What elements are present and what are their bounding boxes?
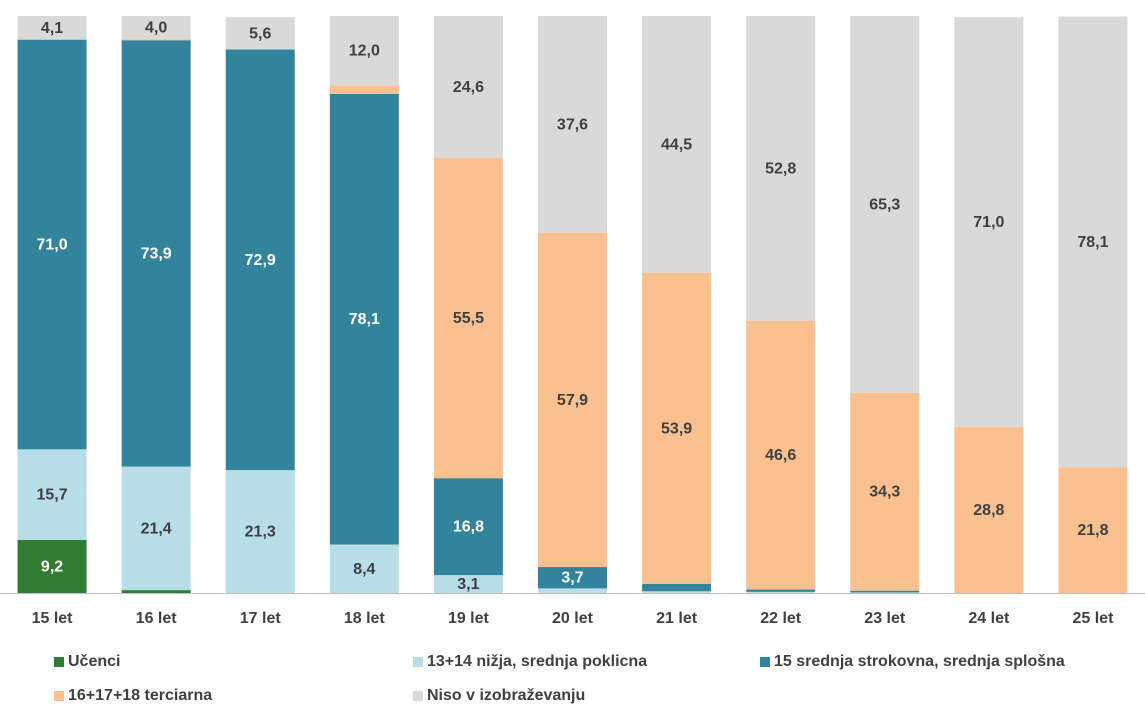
legend-swatch-strokovna xyxy=(760,657,770,667)
x-tick-label: 22 let xyxy=(760,610,802,627)
bar-segment xyxy=(746,589,816,592)
bar-segment xyxy=(17,539,87,593)
data-label: 53,9 xyxy=(661,420,692,437)
x-tick-label: 25 let xyxy=(1072,610,1114,627)
data-label: 34,3 xyxy=(869,484,900,501)
bar-segment xyxy=(642,583,712,592)
data-label: 4,0 xyxy=(145,20,167,37)
data-label: 21,8 xyxy=(1077,522,1108,539)
x-tick-label: 15 let xyxy=(32,610,74,627)
data-label: 72,9 xyxy=(245,252,276,269)
data-label: 57,9 xyxy=(557,392,588,409)
bar-segment xyxy=(850,16,920,393)
x-tick-label: 16 let xyxy=(136,610,178,627)
data-label: 3,7 xyxy=(561,570,583,587)
bar-segment xyxy=(746,591,816,593)
bar-segment xyxy=(17,449,87,540)
bar-segment xyxy=(121,590,191,593)
legend-swatch-terciarna xyxy=(54,691,64,701)
bar-segment xyxy=(17,39,87,450)
legend-label-strokovna: 15 srednja strokovna, srednja splošna xyxy=(774,653,1065,670)
bar-segment xyxy=(850,590,920,593)
bar-segment xyxy=(121,16,191,40)
plot-area: 9,2 15,7 71,0 4,1 15 let 21,4 73,9 4,0 16 let 21,… xyxy=(0,16,1145,627)
bar-segment xyxy=(225,470,295,593)
data-label: 73,9 xyxy=(141,245,172,262)
data-label: 44,5 xyxy=(661,136,692,153)
bar-segment xyxy=(538,232,607,568)
legend-swatch-niso xyxy=(413,691,423,701)
bar-segment xyxy=(121,40,191,467)
data-label: 15,7 xyxy=(36,487,67,504)
bar-segment xyxy=(329,544,399,593)
data-label: 24,6 xyxy=(453,79,484,96)
bar-segment xyxy=(746,16,816,321)
legend-swatch-nizja xyxy=(413,657,423,667)
data-label: 46,6 xyxy=(765,447,796,464)
bar-segment xyxy=(954,17,1024,427)
legend: Učenci 13+14 nižja, srednja poklicna 15 … xyxy=(0,648,1145,706)
bar-segment xyxy=(225,49,295,471)
legend-item-nizja-srednja-poklicna: 13+14 nižja, srednja poklicna xyxy=(413,653,647,671)
bar-segment xyxy=(225,17,295,50)
legend-swatch-ucenci xyxy=(54,657,64,667)
bar-segment xyxy=(433,157,503,479)
x-tick-label: 21 let xyxy=(656,610,698,627)
data-label: 71,0 xyxy=(36,236,67,253)
bar-segment xyxy=(1058,16,1128,468)
bar-segment xyxy=(329,93,399,545)
data-label: 4,1 xyxy=(41,20,63,37)
x-tick-label: 23 let xyxy=(864,610,906,627)
x-tick-label: 18 let xyxy=(344,610,386,627)
data-label: 8,4 xyxy=(353,561,375,578)
bar-segment xyxy=(850,592,920,593)
bar-segment xyxy=(1058,467,1128,593)
legend-item-srednja-strokovna: 15 srednja strokovna, srednja splošna xyxy=(760,653,1065,671)
bar-segment xyxy=(538,588,607,593)
bar-segment xyxy=(746,320,816,590)
x-tick-label: 17 let xyxy=(240,610,282,627)
bar-segment xyxy=(642,591,712,593)
data-label: 16,8 xyxy=(453,519,484,536)
legend-label-ucenci: Učenci xyxy=(68,653,121,670)
legend-label-niso: Niso v izobraževanju xyxy=(427,687,586,704)
data-label: 3,1 xyxy=(457,576,479,593)
bar-segment xyxy=(433,478,503,576)
bar-segment xyxy=(433,16,503,158)
bar-segment xyxy=(954,426,1024,593)
data-label: 71,0 xyxy=(973,214,1004,231)
bar-segment xyxy=(850,392,920,591)
data-label: 52,8 xyxy=(765,160,796,177)
legend-item-ucenci: Učenci xyxy=(54,653,120,671)
bar-segment xyxy=(433,575,503,593)
data-label: 28,8 xyxy=(973,502,1004,519)
data-label: 78,1 xyxy=(1077,234,1108,251)
legend-item-terciarna: 16+17+18 terciarna xyxy=(54,687,212,705)
data-label: 9,2 xyxy=(41,558,63,575)
bar-segment xyxy=(121,39,191,41)
data-label: 12,0 xyxy=(349,43,380,60)
bar-segment xyxy=(121,466,191,591)
x-tick-label: 20 let xyxy=(552,610,594,627)
data-label: 78,1 xyxy=(349,311,380,328)
bar-segment xyxy=(329,16,399,86)
legend-item-niso-v-izobrazevanju: Niso v izobraževanju xyxy=(413,687,585,705)
bar-segment xyxy=(642,16,712,273)
data-label: 21,3 xyxy=(245,524,276,541)
bar-segment xyxy=(17,16,87,40)
data-label: 5,6 xyxy=(249,25,271,42)
data-label: 37,6 xyxy=(557,116,588,133)
legend-label-nizja: 13+14 nižja, srednja poklicna xyxy=(427,653,648,670)
bar-segment xyxy=(538,567,607,589)
data-label: 21,4 xyxy=(141,520,172,537)
data-label: 65,3 xyxy=(869,196,900,213)
bar-segment xyxy=(538,16,607,233)
legend-label-terciarna: 16+17+18 terciarna xyxy=(68,687,213,704)
bar-segment xyxy=(642,272,712,584)
bar-segment xyxy=(329,85,399,94)
x-tick-label: 24 let xyxy=(968,610,1010,627)
x-tick-label: 19 let xyxy=(448,610,490,627)
data-label: 55,5 xyxy=(453,310,484,327)
